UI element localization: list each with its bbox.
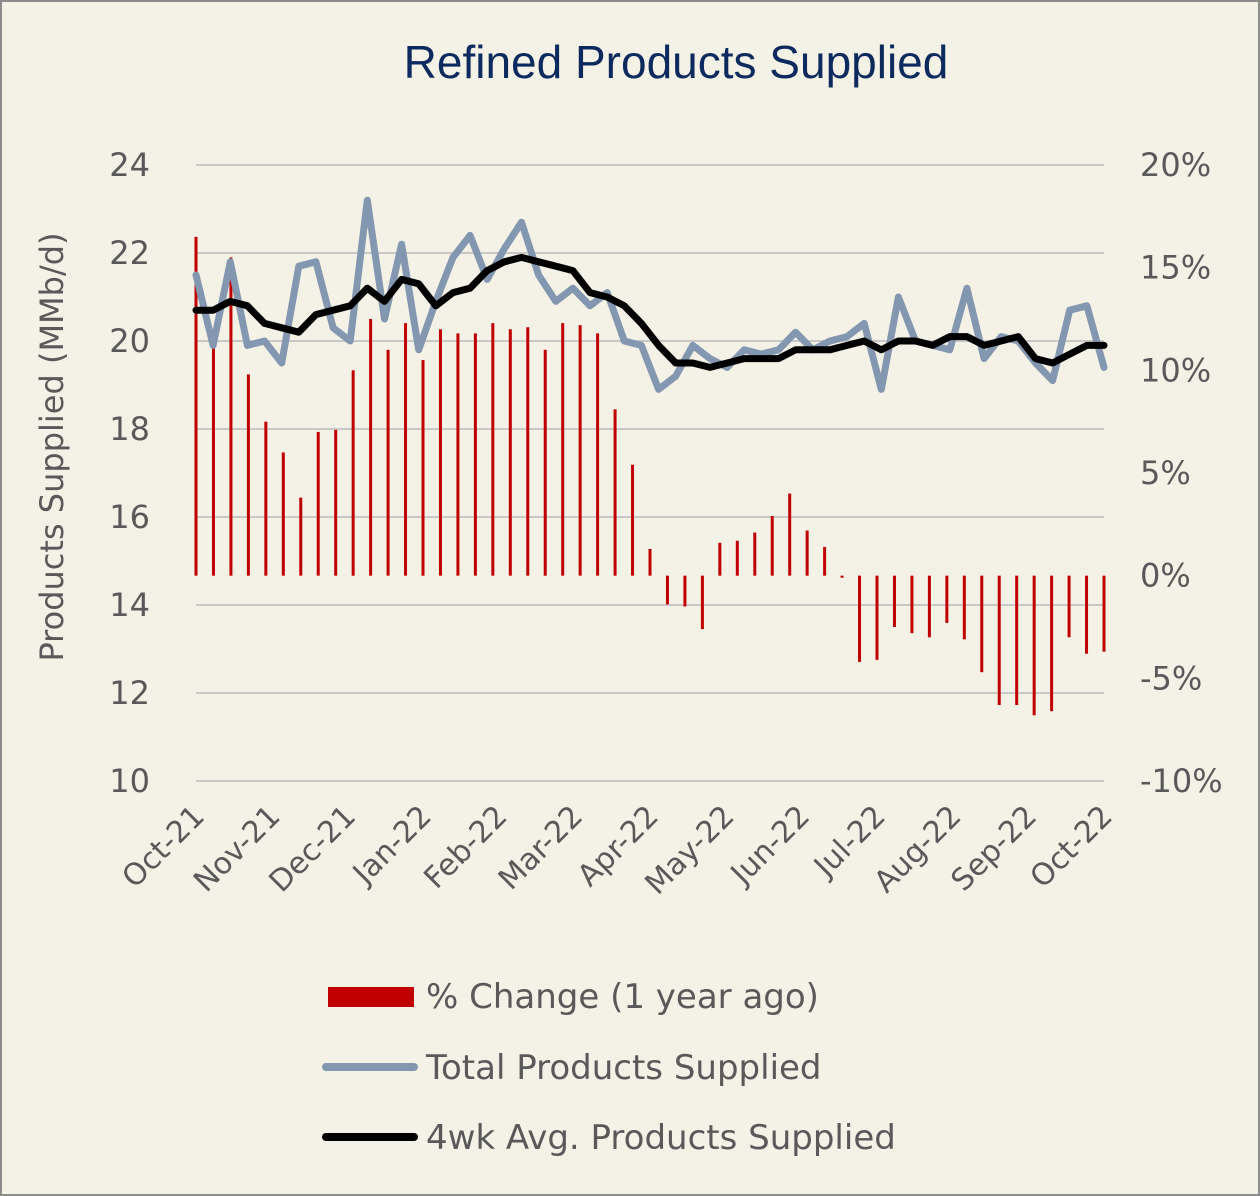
y-left-tick-label: 12 [109,674,150,712]
bar-mark [508,329,512,576]
legend-label-total: Total Products Supplied [425,1048,822,1088]
bar-mark [229,257,233,576]
bar-mark [875,575,879,660]
bar-mark [578,325,582,576]
bar-mark [1085,575,1089,654]
y-right-tick-label: -5% [1140,659,1202,697]
bar-mark [770,516,774,576]
bar-mark [316,431,320,576]
right-axis-ticks: 20% 15% 10% 5% 0% -5% -10% [1140,146,1223,800]
bar-mark [997,575,1001,706]
bar-mark [526,327,530,576]
x-tick-label: Mar-22 [492,799,590,897]
bar-mark [945,575,949,623]
bar-mark [369,319,373,576]
bar-mark [665,575,669,605]
y-right-tick-label: 10% [1140,351,1211,389]
gridlines [196,164,1104,782]
bar-mark [281,452,285,576]
bar-mark [438,329,442,576]
left-axis-ticks: 24 22 20 18 16 14 12 10 [109,146,150,800]
bar-series [194,236,1106,716]
bar-mark [1102,575,1106,652]
bar-mark [351,370,355,576]
bar-mark [456,333,460,576]
x-tick-label: Jun-22 [723,799,817,893]
bar-mark [910,575,914,634]
bar-mark [735,540,739,576]
bar-mark [980,575,984,673]
bar-mark [631,464,635,576]
y-left-tick-label: 20 [109,322,150,360]
legend: % Change (1 year ago) Total Products Sup… [322,977,896,1158]
bar-mark [596,333,600,576]
y-right-tick-label: 5% [1140,454,1191,492]
bar-mark [892,575,896,627]
bar-mark [299,497,303,576]
bar-mark [246,374,250,576]
bar-mark [648,548,652,576]
bar-mark [1015,575,1019,706]
bar-mark [683,575,687,607]
bar-mark [561,323,565,576]
y-axis-title: Products Supplied (MMb/d) [33,232,71,661]
bar-mark [491,323,495,576]
total-products-line [192,196,1108,393]
bar-mark [962,575,966,640]
y-right-tick-label: -10% [1140,762,1223,800]
bar-mark [840,575,844,578]
bar-mark [421,360,425,576]
bar-mark [473,333,477,576]
x-axis-ticks: Oct-21Nov-21Dec-21Jan-22Feb-22Mar-22Apr-… [116,799,1120,902]
legend-label-avg: 4wk Avg. Products Supplied [426,1118,896,1158]
bar-mark [823,546,827,576]
bar-mark [404,323,408,576]
bar-mark [788,493,792,576]
y-left-tick-label: 10 [109,762,150,800]
y-right-tick-label: 0% [1140,557,1191,595]
y-left-tick-label: 14 [109,586,150,624]
y-left-tick-label: 22 [109,234,150,272]
bar-mark [264,421,268,576]
bar-mark [700,575,704,630]
line-series [192,196,1108,393]
bar-mark [1050,575,1054,712]
bar-mark [718,542,722,576]
chart-title: Refined Products Supplied [404,36,949,88]
bar-mark [334,429,338,576]
bar-mark [858,575,862,662]
bar-mark [194,236,198,576]
y-left-tick-label: 18 [109,410,150,448]
bar-mark [386,349,390,576]
bar-mark [1067,575,1071,638]
y-left-tick-label: 24 [109,146,150,184]
x-tick-label: Oct-22 [1024,799,1120,895]
bar-mark [211,339,215,576]
bar-mark [613,409,617,576]
bar-mark [927,575,931,638]
avg-products-line [192,253,1108,371]
y-right-tick-label: 15% [1140,249,1211,287]
bar-mark [753,532,757,576]
y-left-tick-label: 16 [109,498,150,536]
bar-mark [1032,575,1036,716]
bar-mark [543,349,547,576]
legend-swatch-bars [328,987,414,1007]
bar-mark [805,530,809,576]
y-right-tick-label: 20% [1140,146,1211,184]
legend-label-bars: % Change (1 year ago) [426,977,819,1017]
x-tick-label: Sep-22 [945,799,1044,898]
